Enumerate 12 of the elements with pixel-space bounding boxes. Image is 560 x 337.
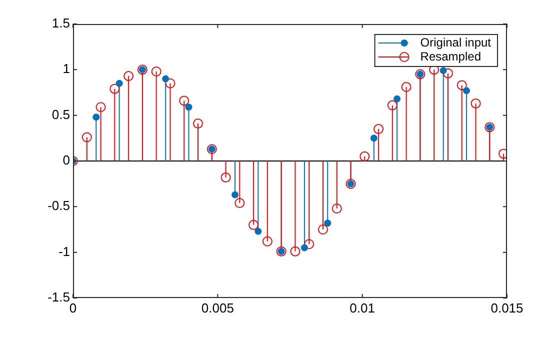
y-tick-label: 0.5 <box>52 106 70 122</box>
legend-label: Original input <box>420 35 492 50</box>
y-tick-label: -0.5 <box>48 198 70 214</box>
y-tick-label: 1 <box>62 61 70 76</box>
y-tick-label: 0 <box>62 152 70 168</box>
legend-label: Resampled <box>420 49 481 64</box>
y-tick-label: -1.5 <box>48 290 70 305</box>
x-tick-label: 0.01 <box>350 300 375 316</box>
x-tick-label: 0.015 <box>490 300 524 316</box>
y-tick-label: -1 <box>58 244 70 259</box>
y-tick-label: 1.5 <box>52 16 70 31</box>
x-tick-label: 0.005 <box>201 300 234 316</box>
